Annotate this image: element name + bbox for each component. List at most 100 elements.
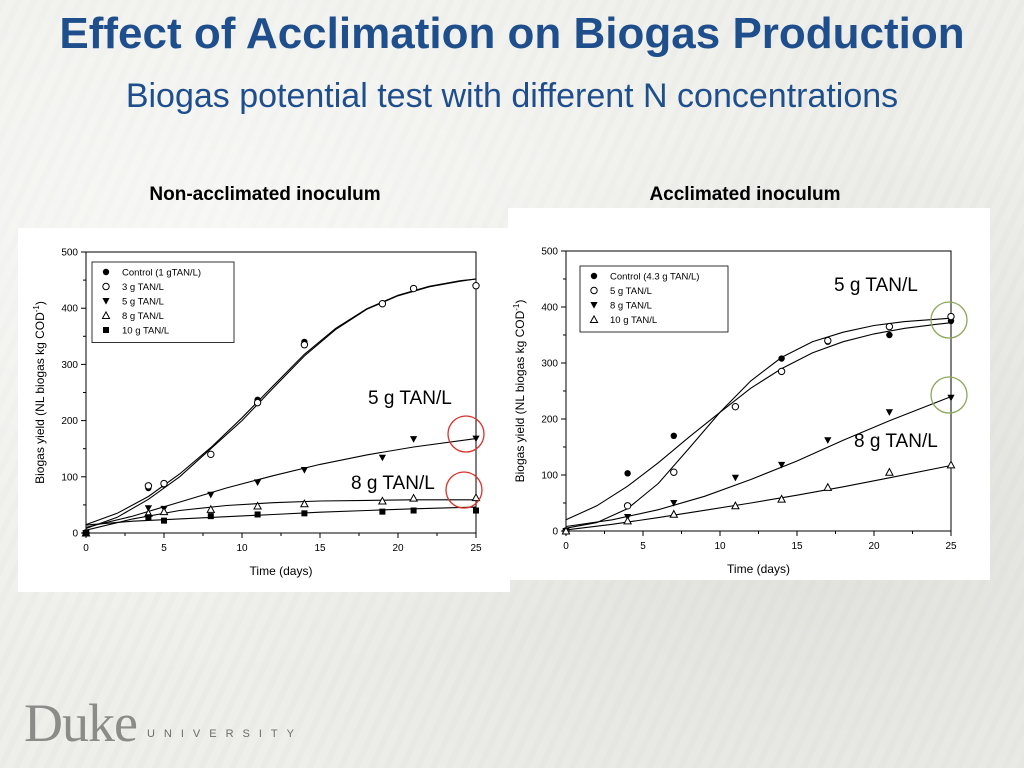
data-point <box>410 436 418 443</box>
x-tick-label: 20 <box>868 541 880 552</box>
data-point <box>83 530 89 536</box>
y-tick-label: 0 <box>552 527 558 538</box>
fit-curve <box>565 317 952 529</box>
legend-marker <box>590 286 598 295</box>
x-axis-title: Time (days) <box>727 562 790 576</box>
slide-title: Effect of Acclimation on Biogas Producti… <box>59 9 965 58</box>
y-tick-label: 100 <box>61 472 78 483</box>
data-point <box>824 336 832 345</box>
y-tick-label: 400 <box>61 304 78 315</box>
legend-marker <box>102 298 110 305</box>
y-tick-label: 0 <box>72 529 78 540</box>
y-tick-label: 100 <box>541 471 558 482</box>
legend-label: 10 g TAN/L <box>122 326 169 337</box>
data-point <box>300 467 308 474</box>
data-point <box>377 496 387 505</box>
x-tick-label: 0 <box>83 543 89 554</box>
y-tick-label: 300 <box>541 359 558 370</box>
data-point <box>472 282 480 290</box>
annotation-label: 8 g TAN/L <box>351 473 435 494</box>
annotation-label: 8 g TAN/L <box>854 431 938 452</box>
legend-marker <box>102 282 110 291</box>
data-point <box>884 467 894 476</box>
data-point <box>778 355 785 362</box>
legend-marker <box>590 302 598 309</box>
right-panel-heading: Acclimated inoculum <box>649 184 841 205</box>
x-tick-label: 20 <box>392 543 404 554</box>
data-point <box>254 511 261 518</box>
legend-marker <box>103 327 109 333</box>
legend-label: 8 g TAN/L <box>122 311 164 322</box>
legend-label: Control (1 gTAN/L) <box>122 268 201 279</box>
annotation-label: 5 g TAN/L <box>368 388 452 409</box>
legend-marker <box>590 272 598 280</box>
data-point <box>561 526 571 535</box>
y-axis-title: Biogas yield (NL biogas kg COD-1) <box>512 300 527 483</box>
highlight-circle <box>447 415 485 453</box>
data-point <box>144 505 152 512</box>
data-point <box>472 435 480 443</box>
left-chart-panel: 0 5 10 15 20 25 0 100 200 300 400 500 Time (days) Bio… <box>18 228 510 592</box>
data-point <box>300 341 309 349</box>
data-point <box>378 454 386 462</box>
fit-curve <box>565 322 952 521</box>
left-panel-heading: Non-acclimated inoculum <box>149 184 381 205</box>
data-point <box>731 402 740 411</box>
x-tick-label: 15 <box>314 543 326 554</box>
x-tick-label: 25 <box>470 543 482 554</box>
annotation-label: 5 g TAN/L <box>834 275 918 296</box>
data-point <box>410 507 417 514</box>
data-point <box>730 501 740 510</box>
x-tick-label: 10 <box>236 543 248 554</box>
highlight-circle <box>445 471 483 509</box>
left-chart: 0 5 10 15 20 25 0 100 200 300 400 500 Time (days) Bio… <box>32 248 485 578</box>
data-point <box>253 501 263 510</box>
data-point <box>207 450 215 459</box>
y-tick-label: 400 <box>541 303 558 314</box>
data-point <box>885 409 893 416</box>
data-point <box>777 367 786 376</box>
data-point <box>159 506 169 516</box>
data-point <box>946 460 956 469</box>
data-point <box>778 461 786 469</box>
data-point <box>206 504 216 513</box>
legend-label: 5 g TAN/L <box>122 297 164 308</box>
data-point <box>947 312 955 321</box>
legend-label: 5 g TAN/L <box>610 286 652 297</box>
x-tick-label: 5 <box>640 541 646 552</box>
data-point <box>409 493 419 502</box>
data-point <box>623 502 632 510</box>
legend-label: 3 g TAN/L <box>122 282 164 293</box>
data-point <box>669 509 679 518</box>
duke-logo: Duke UNIVERSITY <box>24 696 303 750</box>
data-point <box>207 491 215 499</box>
data-point <box>207 513 214 520</box>
logo-university: UNIVERSITY <box>146 728 303 740</box>
data-point <box>378 300 387 308</box>
y-axis-title: Biogas yield (NL biogas kg COD-1) <box>32 301 47 484</box>
data-point <box>379 508 386 515</box>
x-tick-label: 25 <box>945 541 957 552</box>
data-point <box>623 516 633 525</box>
data-point <box>885 322 894 331</box>
data-point <box>161 517 167 524</box>
data-point <box>145 514 152 521</box>
legend-marker <box>101 310 111 319</box>
y-tick-label: 200 <box>61 416 78 427</box>
fit-curve <box>85 499 476 531</box>
slide-subtitle: Biogas potential test with different N c… <box>125 77 899 115</box>
right-chart-panel: 0 5 10 15 20 25 0 100 200 300 400 500 Time (days) Bio… <box>508 208 990 580</box>
y-tick-label: 200 <box>541 415 558 426</box>
data-point <box>471 492 481 502</box>
y-tick-label: 300 <box>61 360 78 371</box>
data-point <box>886 331 893 339</box>
data-point <box>823 482 833 491</box>
data-point <box>824 437 832 444</box>
highlight-circle <box>930 301 968 339</box>
x-tick-label: 5 <box>161 543 167 554</box>
x-tick-label: 10 <box>714 541 726 552</box>
legend-box <box>579 265 729 333</box>
y-tick-label: 500 <box>61 248 78 259</box>
data-point <box>670 500 678 507</box>
data-point <box>624 470 631 477</box>
